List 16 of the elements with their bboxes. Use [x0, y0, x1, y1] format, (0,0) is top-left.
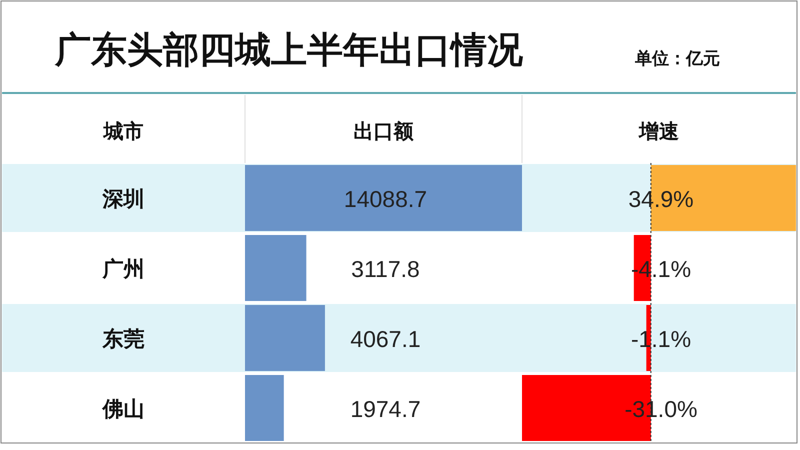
chart-title: 广东头部四城上半年出口情况: [54, 29, 523, 70]
y-tick-label: 广州: [102, 257, 144, 281]
data-label: 14088.7: [344, 186, 428, 212]
text: 单位：亿元: [634, 49, 720, 68]
bar: [245, 305, 325, 371]
bar: [245, 375, 284, 441]
x-axis-title: 增速: [638, 121, 679, 143]
data-label: 4067.1: [350, 326, 421, 352]
data-label: 3117.8: [351, 256, 420, 282]
y-tick-label: 东莞: [102, 327, 144, 351]
x-axis-title: 出口额: [354, 120, 414, 143]
y-tick-label: 佛山: [102, 398, 144, 421]
y-tick-label: 深圳: [102, 188, 144, 211]
bar: [245, 235, 306, 301]
y-axis-title: 城市: [102, 120, 144, 143]
data-label: 1974.7: [350, 396, 421, 422]
